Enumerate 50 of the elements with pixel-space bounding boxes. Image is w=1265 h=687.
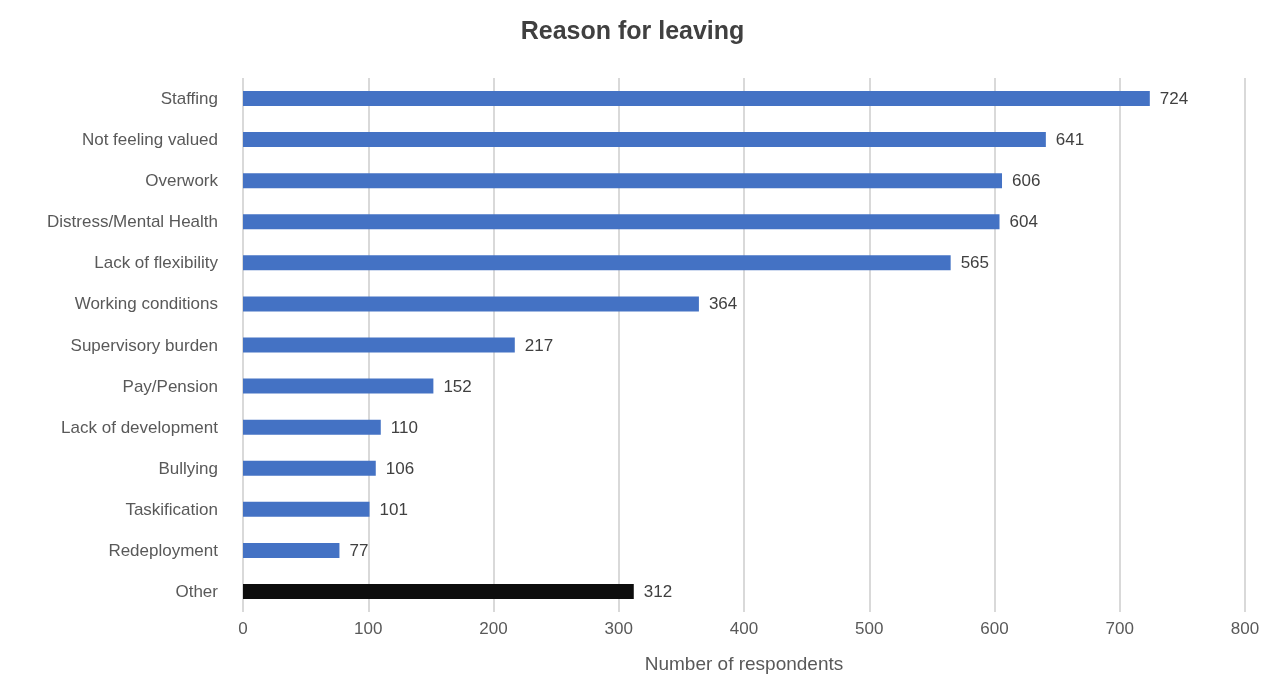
y-tick-label: Bullying <box>158 458 218 478</box>
y-tick-label: Taskification <box>125 499 218 519</box>
bar <box>243 91 1150 107</box>
data-label: 106 <box>385 458 415 478</box>
data-label: 364 <box>708 294 738 314</box>
x-tick-label: 600 <box>980 619 1009 638</box>
data-label: 604 <box>1009 212 1038 232</box>
bar <box>243 132 1046 148</box>
y-tick-label: Not feeling valued <box>81 130 218 150</box>
y-tick-label: Supervisory burden <box>70 335 218 355</box>
data-label: 724 <box>1159 89 1189 109</box>
y-tick-label: Distress/Mental Health <box>46 212 218 232</box>
bar <box>243 501 370 517</box>
bar <box>243 419 381 435</box>
x-axis-title: Number of respondents <box>644 653 844 674</box>
data-label: 606 <box>1012 171 1041 191</box>
x-tick-label: 200 <box>479 619 508 638</box>
data-label: 641 <box>1055 130 1085 150</box>
y-tick-label: Overwork <box>145 171 219 191</box>
bar <box>243 460 376 476</box>
y-tick-label: Pay/Pension <box>122 376 218 396</box>
data-label: 152 <box>443 376 472 396</box>
bar <box>243 296 699 312</box>
data-label: 565 <box>960 253 990 273</box>
bar <box>243 542 340 558</box>
x-tick-label: 400 <box>729 619 759 638</box>
y-tick-label: Redeployment <box>108 540 219 560</box>
bar <box>243 583 634 599</box>
bar <box>243 214 1000 230</box>
x-tick-label: 800 <box>1230 619 1260 638</box>
x-tick-label: 100 <box>354 619 383 638</box>
data-label: 312 <box>643 581 673 601</box>
y-tick-label: Lack of development <box>61 417 219 437</box>
data-label: 217 <box>524 335 554 355</box>
bar <box>243 255 951 271</box>
data-label: 110 <box>390 417 418 437</box>
bar <box>243 337 515 353</box>
x-tick-label: 0 <box>238 619 248 638</box>
x-tick-label: 700 <box>1105 619 1134 638</box>
data-label: 101 <box>379 499 408 519</box>
bar <box>243 173 1003 189</box>
x-tick-label: 300 <box>604 619 633 638</box>
y-tick-label: Staffing <box>160 89 218 109</box>
y-tick-label: Working conditions <box>74 294 218 314</box>
y-tick-label: Other <box>175 581 219 601</box>
chart-title: Reason for leaving <box>520 15 745 44</box>
bar <box>243 378 434 394</box>
y-tick-label: Lack of flexibility <box>94 253 219 273</box>
data-label: 77 <box>349 540 369 560</box>
x-tick-label: 500 <box>855 619 884 638</box>
